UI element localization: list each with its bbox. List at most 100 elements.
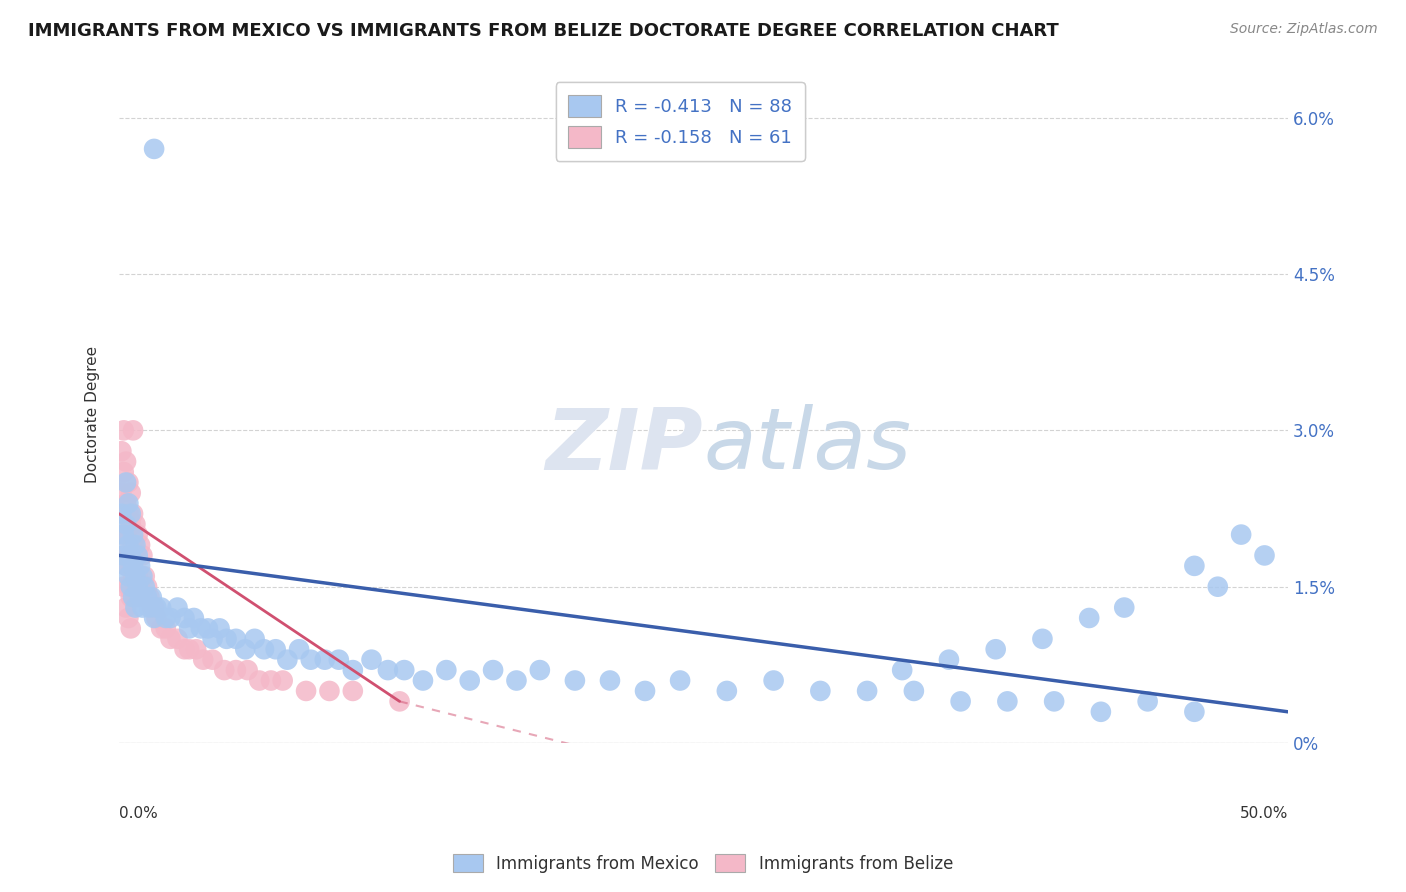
Point: [201, 632, 224, 646]
Point: [117, 475, 139, 490]
Point: [131, 590, 153, 604]
Point: [212, 663, 235, 677]
Point: [529, 663, 551, 677]
Text: atlas: atlas: [703, 404, 911, 488]
Point: [117, 549, 139, 563]
Point: [276, 653, 298, 667]
Point: [122, 538, 145, 552]
Point: [197, 621, 219, 635]
Point: [458, 673, 481, 688]
Point: [179, 642, 201, 657]
Point: [264, 642, 287, 657]
Point: [117, 569, 139, 583]
Point: [136, 590, 159, 604]
Point: [891, 663, 914, 677]
Point: [225, 663, 247, 677]
Point: [120, 580, 142, 594]
Point: [129, 590, 152, 604]
Point: [190, 621, 212, 635]
Point: [159, 632, 181, 646]
Point: [412, 673, 434, 688]
Point: [122, 590, 145, 604]
Point: [131, 549, 153, 563]
Point: [134, 580, 156, 594]
Point: [260, 673, 283, 688]
Point: [120, 590, 142, 604]
Point: [110, 527, 132, 541]
Point: [201, 653, 224, 667]
Point: [115, 475, 138, 490]
Point: [949, 694, 972, 708]
Point: [150, 600, 173, 615]
Point: [762, 673, 785, 688]
Point: [115, 517, 138, 532]
Point: [120, 621, 142, 635]
Point: [328, 653, 350, 667]
Point: [122, 569, 145, 583]
Point: [115, 558, 138, 573]
Point: [159, 611, 181, 625]
Point: [143, 600, 166, 615]
Point: [377, 663, 399, 677]
Point: [117, 538, 139, 552]
Point: [1043, 694, 1066, 708]
Point: [117, 507, 139, 521]
Point: [716, 684, 738, 698]
Point: [143, 142, 166, 156]
Point: [314, 653, 336, 667]
Point: [115, 496, 138, 510]
Point: [669, 673, 692, 688]
Point: [183, 611, 205, 625]
Point: [141, 590, 163, 604]
Point: [634, 684, 657, 698]
Point: [938, 653, 960, 667]
Point: [225, 632, 247, 646]
Point: [117, 580, 139, 594]
Point: [112, 549, 135, 563]
Point: [150, 621, 173, 635]
Point: [236, 663, 259, 677]
Point: [138, 590, 160, 604]
Point: [903, 684, 925, 698]
Point: [120, 558, 142, 573]
Point: [120, 517, 142, 532]
Legend: Immigrants from Mexico, Immigrants from Belize: Immigrants from Mexico, Immigrants from …: [446, 847, 960, 880]
Point: [233, 642, 256, 657]
Point: [215, 632, 238, 646]
Point: [145, 611, 167, 625]
Point: [295, 684, 318, 698]
Point: [127, 549, 149, 563]
Point: [141, 600, 163, 615]
Point: [342, 663, 364, 677]
Point: [127, 580, 149, 594]
Point: [1136, 694, 1159, 708]
Point: [253, 642, 276, 657]
Point: [1182, 558, 1205, 573]
Point: [1078, 611, 1101, 625]
Point: [564, 673, 586, 688]
Point: [318, 684, 340, 698]
Point: [243, 632, 266, 646]
Point: [129, 538, 152, 552]
Point: [112, 527, 135, 541]
Y-axis label: Doctorate Degree: Doctorate Degree: [86, 346, 100, 483]
Text: IMMIGRANTS FROM MEXICO VS IMMIGRANTS FROM BELIZE DOCTORATE DEGREE CORRELATION CH: IMMIGRANTS FROM MEXICO VS IMMIGRANTS FRO…: [28, 22, 1059, 40]
Point: [124, 517, 146, 532]
Point: [136, 580, 159, 594]
Point: [129, 558, 152, 573]
Point: [995, 694, 1018, 708]
Point: [124, 590, 146, 604]
Point: [145, 600, 167, 615]
Text: 0.0%: 0.0%: [120, 805, 157, 821]
Point: [120, 507, 142, 521]
Point: [1114, 600, 1136, 615]
Point: [115, 600, 138, 615]
Point: [299, 653, 322, 667]
Point: [110, 444, 132, 458]
Legend: R = -0.413   N = 88, R = -0.158   N = 61: R = -0.413 N = 88, R = -0.158 N = 61: [555, 82, 804, 161]
Point: [173, 642, 195, 657]
Point: [193, 653, 215, 667]
Point: [394, 663, 416, 677]
Point: [166, 600, 188, 615]
Point: [155, 611, 177, 625]
